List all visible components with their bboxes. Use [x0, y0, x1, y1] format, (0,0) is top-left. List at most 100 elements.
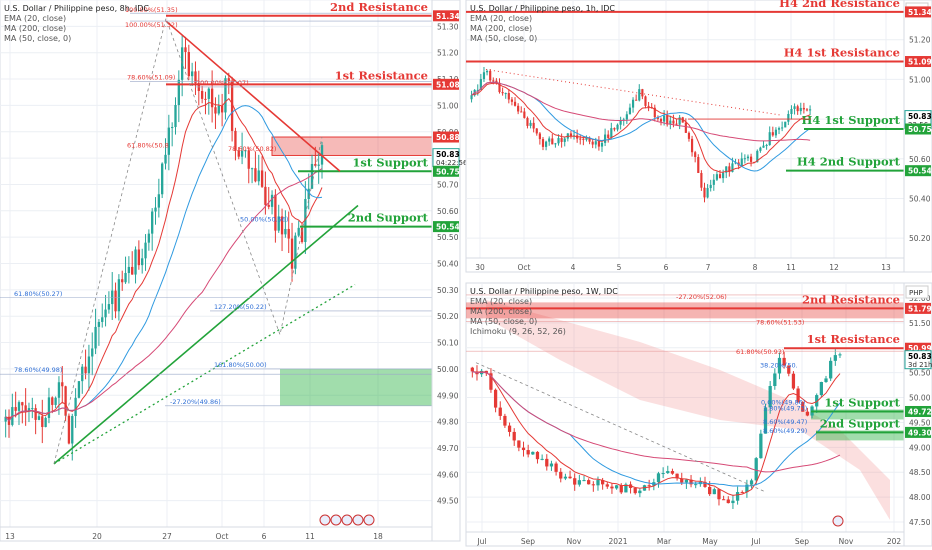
- candle-body: [291, 239, 293, 269]
- indicator-legend: MA (200, close): [470, 307, 532, 316]
- price-tick: 50.00: [909, 394, 931, 403]
- candle-body: [318, 165, 320, 166]
- candle-body: [44, 418, 46, 427]
- flag-icon[interactable]: [331, 515, 341, 525]
- candle-body: [759, 148, 761, 151]
- price-tick: 50.70: [437, 180, 459, 189]
- candle-body: [118, 279, 120, 311]
- flag-icon[interactable]: [833, 516, 843, 526]
- currency-label: PHP: [909, 289, 923, 297]
- candle-body: [663, 116, 665, 122]
- candle-body: [470, 95, 472, 99]
- candle-body: [21, 402, 23, 405]
- candle-body: [502, 92, 504, 93]
- candle-body: [632, 100, 634, 108]
- time-tick: May: [702, 537, 718, 546]
- price-tick: 47.50: [909, 518, 931, 527]
- candle-body: [101, 317, 103, 322]
- candle-body: [38, 416, 40, 420]
- candle-body: [54, 398, 56, 405]
- time-tick: 13: [5, 532, 15, 541]
- indicator-legend: MA (50, close, 0): [470, 34, 537, 43]
- candle-body: [171, 127, 173, 128]
- candle-body: [620, 485, 623, 492]
- candle-body: [124, 273, 126, 282]
- candle-body: [268, 205, 270, 207]
- flag-icon[interactable]: [320, 515, 330, 525]
- candle-body: [697, 157, 699, 173]
- candle-body: [208, 89, 210, 99]
- candle-body: [691, 139, 693, 152]
- candle-body: [662, 473, 665, 474]
- candle-body: [641, 89, 643, 96]
- candle-body: [604, 135, 606, 143]
- candle-body: [601, 143, 603, 147]
- price-tag-value: 51.79: [908, 304, 932, 313]
- candle-body: [221, 106, 223, 113]
- price-tick: 50.20: [909, 234, 931, 243]
- candle-body: [541, 459, 544, 460]
- time-tick: 7: [706, 263, 711, 272]
- candle-body: [784, 122, 786, 128]
- fib-label: 61.80%(50.8: [127, 142, 169, 150]
- level-label: H4 2nd Support: [797, 155, 901, 169]
- price-tick: 51.50: [909, 319, 931, 328]
- candle-body: [559, 472, 562, 479]
- time-tick: 8: [753, 263, 758, 272]
- symbol-title[interactable]: U.S. Dollar / Philippine peso, 1W, IDC: [470, 287, 618, 296]
- price-tag-value: 50.75: [436, 167, 460, 176]
- price-tick: 49.90: [437, 391, 459, 400]
- flag-icon[interactable]: [342, 515, 352, 525]
- symbol-title[interactable]: U.S. Dollar / Philippine peso, 8h, IDC: [4, 4, 149, 13]
- time-tick: Oct: [216, 532, 229, 541]
- candle-body: [561, 138, 563, 142]
- candle-body: [494, 390, 497, 408]
- candle-body: [595, 141, 597, 144]
- candle-body: [616, 125, 618, 130]
- candle-body: [809, 109, 811, 110]
- price-tag-value: 50.54: [436, 223, 460, 232]
- candle-body: [582, 139, 584, 140]
- candle-body: [750, 157, 752, 162]
- time-tick: Jul: [750, 537, 760, 546]
- candle-body: [634, 488, 637, 493]
- candle-body: [773, 373, 776, 386]
- candle-body: [694, 152, 696, 157]
- candle-body: [762, 146, 764, 148]
- flag-icon[interactable]: [353, 515, 363, 525]
- candle-body: [657, 473, 660, 482]
- level-label: 1st Resistance: [807, 332, 900, 346]
- time-tick: 11: [786, 263, 796, 272]
- level-label: H4 1st Resistance: [784, 46, 900, 60]
- fib-label: 8.60%(49.29): [763, 427, 807, 435]
- flag-icon[interactable]: [364, 515, 374, 525]
- fib-label: -27.20%(49.86): [170, 398, 221, 406]
- candle-body: [772, 132, 774, 135]
- chart-panel-p3: 2nd Resistance1st Resistance1st Support2…: [466, 283, 932, 546]
- candle-body: [800, 108, 802, 111]
- price-tick: 49.80: [437, 418, 459, 427]
- candle-body: [284, 229, 286, 234]
- candle-body: [486, 71, 488, 72]
- candle-body: [666, 471, 669, 473]
- candle-body: [111, 291, 113, 304]
- candle-body: [613, 128, 615, 129]
- candle-body: [824, 378, 827, 382]
- level-label: 1st Support: [352, 155, 428, 169]
- candle-body: [769, 132, 771, 145]
- chart-panel-p2: H4 2nd Resistance H4 1st Resistance H4 1st…: [466, 0, 932, 272]
- candle-body: [138, 249, 140, 265]
- time-tick: 30: [475, 263, 485, 272]
- price-tag-countdown: 3d 21h: [908, 361, 932, 369]
- candle-body: [741, 158, 743, 165]
- indicator-legend: EMA (20, close): [470, 297, 532, 306]
- candle-body: [573, 478, 576, 484]
- symbol-title[interactable]: U.S. Dollar / Philippine peso, 1h, IDC: [470, 4, 615, 13]
- candle-body: [24, 405, 26, 411]
- candle-body: [741, 492, 744, 493]
- candle-body: [557, 138, 559, 143]
- level-label: 1st Support: [824, 395, 900, 409]
- candle-body: [548, 138, 550, 141]
- indicator-legend: EMA (20, close): [470, 14, 532, 23]
- time-tick: 27: [162, 532, 172, 541]
